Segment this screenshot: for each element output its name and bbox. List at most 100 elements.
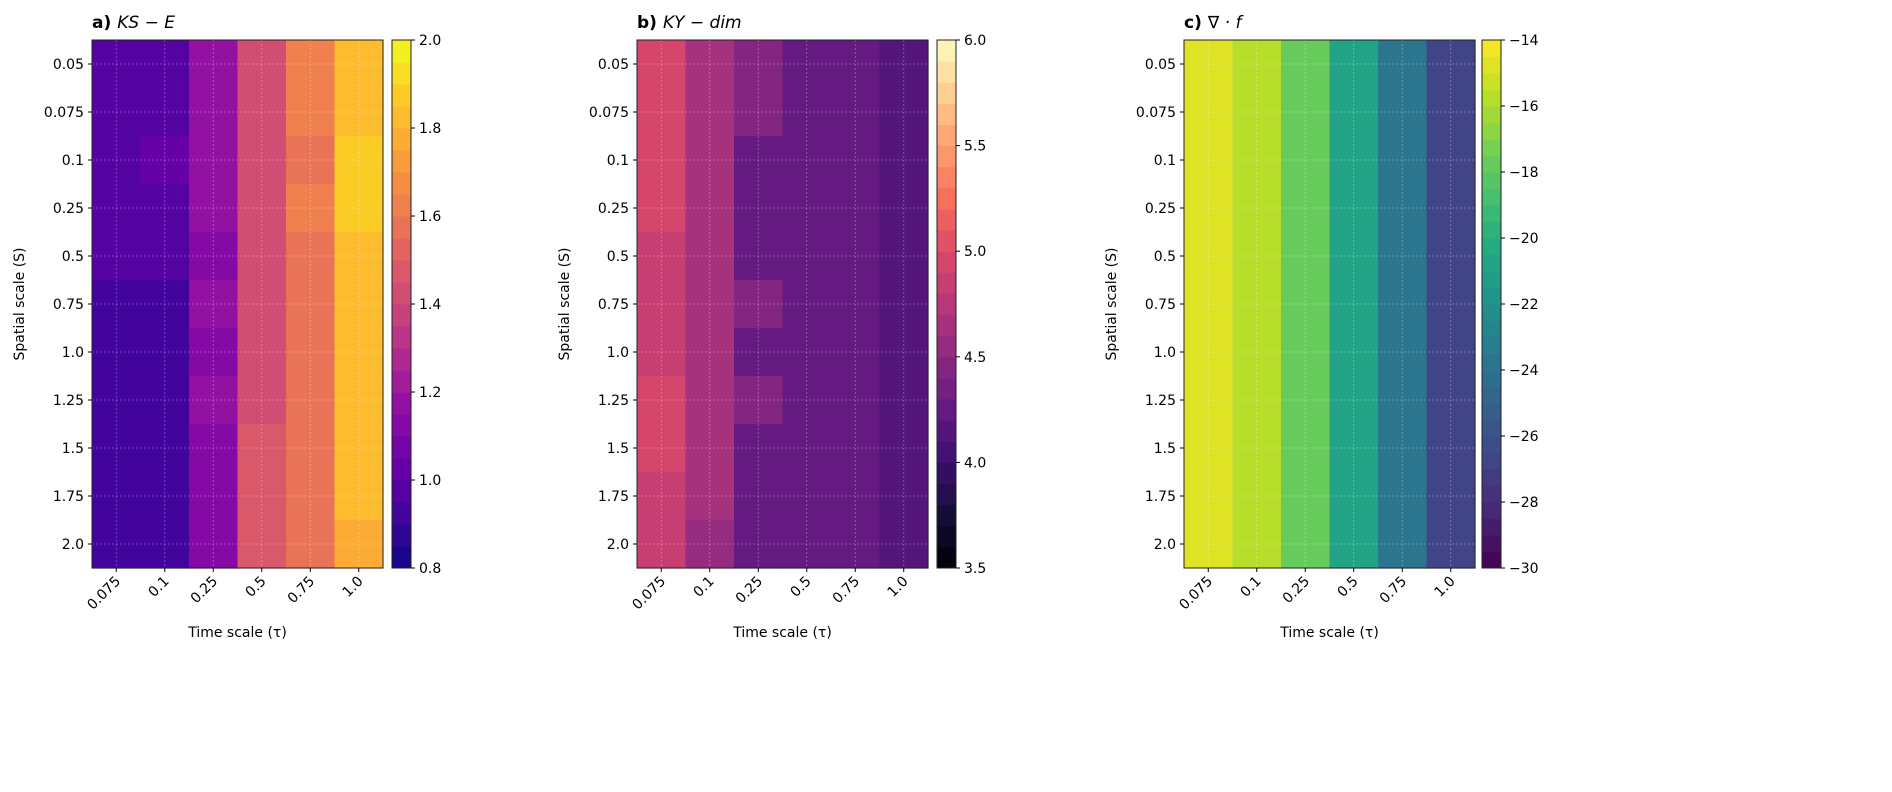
colorbar-band [392, 480, 411, 503]
x-tick-label: 0.5 [788, 574, 815, 601]
heatmap-cell [189, 136, 239, 185]
heatmap-cell [189, 376, 239, 425]
colorbar-band [392, 40, 411, 63]
colorbar-band [1482, 535, 1501, 552]
heatmap-cell [334, 424, 384, 473]
heatmap-cell [1184, 520, 1234, 569]
y-tick-label: 0.75 [1145, 297, 1176, 313]
heatmap-cell [1378, 40, 1428, 89]
heatmap-cell [1232, 280, 1282, 329]
x-axis-label: Time scale (τ) [1279, 625, 1379, 641]
heatmap-cell [734, 136, 784, 185]
heatmap-cell [685, 280, 735, 329]
y-tick-label: 0.1 [607, 153, 629, 169]
colorbar-band [937, 377, 956, 400]
heatmap-cell [782, 424, 832, 473]
heatmap-cell [637, 88, 687, 137]
heatmap-cell [334, 376, 384, 425]
heatmap-cell [1281, 424, 1331, 473]
heatmap-cell [334, 280, 384, 329]
heatmap-cell [1281, 232, 1331, 281]
y-tick-label: 0.25 [1145, 201, 1176, 217]
colorbar-tick-label: −30 [1509, 561, 1539, 577]
heatmap-cell [879, 232, 929, 281]
heatmap-cell [1281, 520, 1331, 569]
colorbar-band [1482, 172, 1501, 189]
heatmap-cell [189, 424, 239, 473]
colorbar-band [392, 238, 411, 261]
heatmap-cell [1184, 376, 1234, 425]
y-tick-label: 1.5 [1154, 441, 1176, 457]
heatmap-cell [782, 136, 832, 185]
x-tick-label: 0.75 [830, 574, 863, 607]
heatmap-cell [1281, 184, 1331, 233]
heatmap-cell [782, 232, 832, 281]
heatmap-cell [189, 40, 239, 89]
heatmap-cell [637, 520, 687, 569]
colorbar-tick-label: 6.0 [964, 33, 986, 49]
heatmap-cell [334, 184, 384, 233]
heatmap-cell [879, 40, 929, 89]
colorbar-band [1482, 518, 1501, 536]
heatmap-cell [1184, 280, 1234, 329]
heatmap-cell [1329, 136, 1379, 185]
colorbar-band [1482, 304, 1501, 321]
panel-letter: c) [1184, 13, 1202, 33]
heatmap-cell [237, 280, 287, 329]
heatmap-cell [1184, 40, 1234, 89]
heatmap-cell [286, 136, 336, 185]
heatmap-cell [782, 328, 832, 377]
y-tick-label: 1.75 [598, 489, 629, 505]
heatmap-cell [1232, 376, 1282, 425]
colorbar-band [392, 348, 411, 371]
colorbar-band [1482, 271, 1501, 288]
heatmap-cell [1281, 88, 1331, 137]
colorbar-band [1482, 370, 1501, 387]
heatmap-cell [685, 520, 735, 569]
colorbar-tick-label: −20 [1509, 231, 1539, 247]
panel-letter: a) [92, 13, 111, 33]
y-tick-label: 1.25 [598, 393, 629, 409]
colorbar-band [392, 524, 411, 547]
heatmap-cell [286, 232, 336, 281]
y-tick-label: 2.0 [607, 537, 629, 553]
colorbar-band [1482, 337, 1501, 354]
colorbar-band [392, 194, 411, 217]
colorbar-tick-label: 0.8 [419, 561, 441, 577]
heatmap-cell [879, 184, 929, 233]
heatmap-cell [685, 472, 735, 521]
heatmap-cell [831, 328, 881, 377]
colorbar-c: −30 −28 −26 −24 −22 −20 −18 −16 −14 [1481, 33, 1539, 577]
colorbar-band [1482, 353, 1501, 371]
y-tick-label: 0.1 [1154, 153, 1176, 169]
heatmap-cell [1426, 88, 1476, 137]
y-tick-label: 0.5 [62, 249, 84, 265]
colorbar-band [937, 504, 956, 527]
colorbar-band [937, 356, 956, 379]
heatmap-cell [1378, 136, 1428, 185]
colorbar-band [1482, 551, 1501, 569]
colorbar-band [1482, 436, 1501, 453]
colorbar-tick-label: −18 [1509, 165, 1539, 181]
heatmap-cell [237, 40, 287, 89]
colorbar-band [937, 124, 956, 147]
colorbar-band [937, 208, 956, 231]
heatmap-cell [286, 40, 336, 89]
heatmap-cell [334, 40, 384, 89]
colorbar-band [1482, 419, 1501, 437]
colorbar-band [937, 82, 956, 104]
heatmap-cell [189, 520, 239, 569]
colorbar-tick-label: −28 [1509, 495, 1539, 511]
heatmap-cell [831, 136, 881, 185]
heatmap-cell [734, 232, 784, 281]
y-tick-label: 0.25 [53, 201, 84, 217]
heatmap-cell [637, 136, 687, 185]
x-tick-label: 0.1 [146, 574, 173, 601]
heatmap-cell [140, 88, 190, 137]
colorbar-band [392, 260, 411, 283]
heatmap-cell [734, 328, 784, 377]
y-tick-label: 1.5 [62, 441, 84, 457]
x-tick-label: 0.75 [285, 574, 318, 607]
x-tick-label: 0.25 [1280, 574, 1313, 607]
heatmap-cell [286, 424, 336, 473]
